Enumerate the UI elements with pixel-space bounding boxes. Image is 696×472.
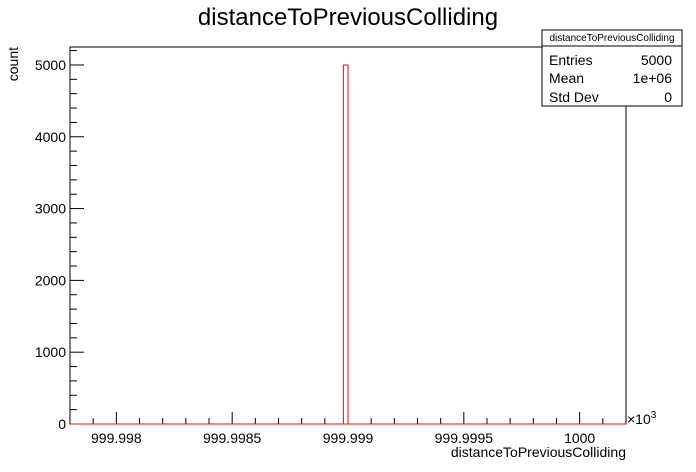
x-tick-label: 999.9985 bbox=[203, 430, 262, 446]
x-axis-multiplier: ×103 bbox=[627, 410, 657, 427]
stats-box-frame bbox=[541, 29, 683, 107]
x-axis-label: distanceToPreviousColliding bbox=[451, 444, 626, 460]
y-tick-label: 2000 bbox=[35, 272, 66, 288]
stats-entries-value: 5000 bbox=[641, 52, 672, 68]
x-axis-multiplier-base: ×10 bbox=[627, 411, 651, 427]
stats-mean-label: Mean bbox=[549, 70, 584, 86]
y-tick-label: 4000 bbox=[35, 129, 66, 145]
stats-mean-value: 1e+06 bbox=[633, 70, 673, 86]
y-axis-label: count bbox=[5, 47, 21, 81]
histogram-bins bbox=[70, 64, 626, 425]
stats-entries-label: Entries bbox=[549, 52, 593, 68]
x-tick-label: 999.998 bbox=[91, 430, 142, 446]
x-axis-multiplier-exponent: 3 bbox=[651, 410, 657, 421]
y-tick-label: 5000 bbox=[35, 57, 66, 73]
x-tick-label: 1000 bbox=[564, 430, 595, 446]
x-axis: 999.998 999.9985 999.999 999.9995 1000 bbox=[69, 412, 604, 446]
y-tick-label: 0 bbox=[58, 416, 66, 432]
x-tick-label: 999.999 bbox=[323, 430, 374, 446]
stats-box-title: distanceToPreviousColliding bbox=[549, 33, 674, 44]
histogram-bin bbox=[342, 64, 349, 424]
chart-title: distanceToPreviousColliding bbox=[198, 4, 498, 31]
y-tick-label: 3000 bbox=[35, 201, 66, 217]
stats-box: distanceToPreviousColliding Entries 5000… bbox=[541, 29, 683, 107]
x-tick-label: 999.9995 bbox=[435, 430, 494, 446]
stats-stddev-label: Std Dev bbox=[549, 89, 599, 105]
y-tick-label: 1000 bbox=[35, 344, 66, 360]
y-axis: 0 1000 2000 3000 4000 5000 bbox=[35, 50, 84, 432]
stats-stddev-value: 0 bbox=[664, 89, 672, 105]
